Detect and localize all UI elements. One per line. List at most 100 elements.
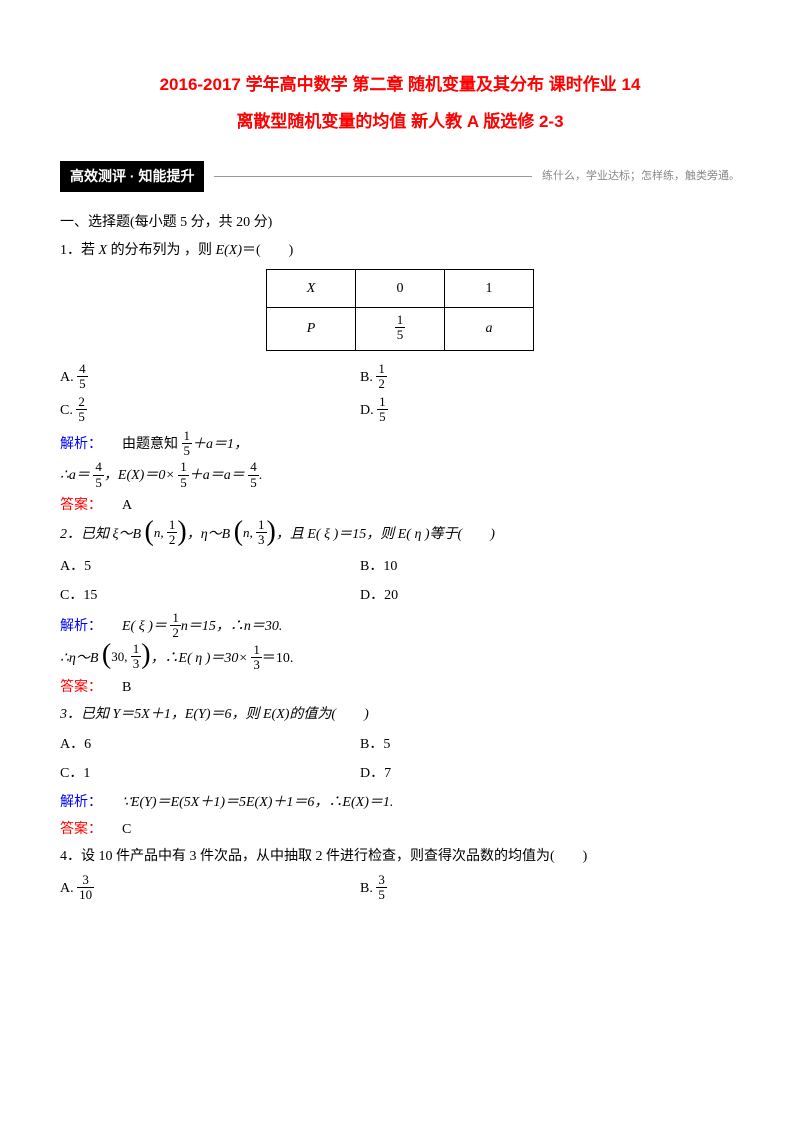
q2-t3: ，且 E( ξ )＝15，则 E( η )等于( ) <box>276 527 495 542</box>
q1-sol1: 解析： 由题意知 15＋a＝1， <box>60 430 740 460</box>
q2-bin3: (30, 13) <box>102 643 151 673</box>
q1-stem: 1．若 X 的分布列为 ，则 E(X)＝( ) <box>60 238 740 263</box>
label-d: D. <box>360 403 374 418</box>
q1-sol2-a: ∴a＝ <box>60 468 90 483</box>
q2-optA: A．5 <box>60 554 360 579</box>
q4-b-d: 5 <box>376 888 387 902</box>
q1-b-n: 1 <box>376 362 387 377</box>
q3-sol-t: ∵E(Y)＝E(5X＋1)＝5E(X)＋1＝6，∴E(X)＝1. <box>122 795 393 810</box>
q1-d-d: 5 <box>377 410 388 424</box>
q1-sol2: ∴a＝ 45，E(X)＝0× 15＋a＝a＝ 45. <box>60 461 740 491</box>
q2-stem: 2．已知 ξ～B (n, 12)，η～B (n, 13)，且 E( ξ )＝15… <box>60 520 740 550</box>
q2-bin2: (n, 13) <box>234 519 276 549</box>
q2-s1-n: 1 <box>170 611 181 626</box>
q2-s2-d: 3 <box>251 658 262 672</box>
q2-s1-d: 2 <box>170 626 181 640</box>
label-b: B. <box>360 370 373 385</box>
q2-bin1: (n, 12) <box>145 519 187 549</box>
banner-left: 高效测评 · 知能提升 <box>60 161 204 192</box>
q3-stem: 3．已知 Y＝5X＋1，E(Y)＝6，则 E(X)的值为( ) <box>60 702 740 727</box>
q1-ans: 答案： A <box>60 493 740 518</box>
q4-lb: B. <box>360 881 373 896</box>
q1-sol2-d: . <box>259 468 263 483</box>
label-c: C. <box>60 403 73 418</box>
q1-s2b-n: 1 <box>178 460 189 475</box>
q2-sol-label: 解析： <box>60 619 102 634</box>
banner-rule <box>214 176 532 177</box>
q1-optD: D. 15 <box>360 396 388 426</box>
q1-s1-d: 5 <box>182 444 193 458</box>
q2-b3-n: 1 <box>131 642 142 657</box>
q1-optC: C. 25 <box>60 396 360 426</box>
q4-a-n: 3 <box>77 873 94 888</box>
q2-sol1: 解析： E( ξ )＝ 12n＝15，∴n＝30. <box>60 612 740 642</box>
q1-sol2-b: ，E(X)＝0× <box>104 468 175 483</box>
q1-s2a-d: 5 <box>93 476 104 490</box>
q4-a-d: 10 <box>77 888 94 902</box>
q1-s2a-n: 4 <box>93 460 104 475</box>
q1-tr-p: P <box>267 307 356 350</box>
q3-optB: B．5 <box>360 732 390 757</box>
q1-ans-v: A <box>122 498 132 513</box>
q1-t3: ＝( ) <box>242 243 293 258</box>
q4-optB: B. 35 <box>360 874 387 904</box>
q2-b2-a: n, <box>243 525 256 540</box>
title-line-1: 2016-2017 学年高中数学 第二章 随机变量及其分布 课时作业 14 <box>60 70 740 101</box>
q2-t1: 2．已知 ξ～B <box>60 527 141 542</box>
q2-b2-d: 3 <box>256 533 267 547</box>
q2-s2-a: ∴η～B <box>60 651 98 666</box>
section-heading: 一、选择题(每小题 5 分，共 20 分) <box>60 210 740 235</box>
q4-la: A. <box>60 881 74 896</box>
q1-tf-n: 1 <box>395 313 406 328</box>
q1-s2b-d: 5 <box>178 476 189 490</box>
q1-t2: 的分布列为 ，则 <box>107 243 216 258</box>
label-a: A. <box>60 370 74 385</box>
q1-s2c-d: 5 <box>248 476 259 490</box>
q1-a-d: 5 <box>77 377 88 391</box>
q1-tr-a: a <box>445 307 534 350</box>
banner-left-text: 高效测评 · 知能提升 <box>70 168 194 184</box>
q2-ans-v: B <box>122 680 131 695</box>
q2-b2-n: 1 <box>256 518 267 533</box>
q1-var-x: X <box>99 243 108 258</box>
q1-table: X 0 1 P 15 a <box>266 269 534 351</box>
q1-sol1-t: 由题意知 <box>122 437 178 452</box>
q1-tf-d: 5 <box>395 328 406 342</box>
q2-optB: B．10 <box>360 554 397 579</box>
q1-tr-f: 15 <box>356 307 445 350</box>
q1-sol2-c: ＋a＝a＝ <box>189 468 245 483</box>
q1-sol-label: 解析： <box>60 437 102 452</box>
q1-d-n: 1 <box>377 395 388 410</box>
q1-ans-l: 答案： <box>60 498 102 513</box>
q3-ans: 答案： C <box>60 817 740 842</box>
q1-optB: B. 12 <box>360 363 387 393</box>
q4-b-n: 3 <box>376 873 387 888</box>
q3-ans-l: 答案： <box>60 822 102 837</box>
q1-c-d: 5 <box>76 410 87 424</box>
q1-s1-n: 1 <box>182 429 193 444</box>
q1-b-d: 2 <box>376 377 387 391</box>
q1-th-x: X <box>267 269 356 307</box>
q1-ex: E(X) <box>216 243 242 258</box>
q2-s1-b: n＝15，∴n＝30. <box>181 619 283 634</box>
q3-sol-label: 解析： <box>60 795 102 810</box>
banner: 高效测评 · 知能提升 练什么，学业达标；怎样练，触类旁通。 <box>60 161 740 192</box>
q4-stem: 4．设 10 件产品中有 3 件次品，从中抽取 2 件进行检查，则查得次品数的均… <box>60 844 740 869</box>
q1-optA: A. 45 <box>60 363 360 393</box>
q3-ans-v: C <box>122 822 131 837</box>
q3-optA: A．6 <box>60 732 360 757</box>
q2-optD: D．20 <box>360 583 398 608</box>
q2-s1-a: E( ξ )＝ <box>122 619 167 634</box>
q4-optA: A. 310 <box>60 874 360 904</box>
q3-sol: 解析： ∵E(Y)＝E(5X＋1)＝5E(X)＋1＝6，∴E(X)＝1. <box>60 790 740 815</box>
q1-sol1-t2: ＋a＝1， <box>192 437 248 452</box>
q1-c-n: 2 <box>76 395 87 410</box>
q2-s2-n: 1 <box>251 643 262 658</box>
q2-s2-b: ，∴E( η )＝30× <box>151 651 248 666</box>
q2-sol2: ∴η～B (30, 13)，∴E( η )＝30× 13＝10. <box>60 644 740 674</box>
q1-th-0: 0 <box>356 269 445 307</box>
q3-optD: D．7 <box>360 761 391 786</box>
banner-right: 练什么，学业达标；怎样练，触类旁通。 <box>542 167 740 187</box>
q2-optC: C．15 <box>60 583 360 608</box>
q2-b3-a: 30, <box>111 648 131 663</box>
